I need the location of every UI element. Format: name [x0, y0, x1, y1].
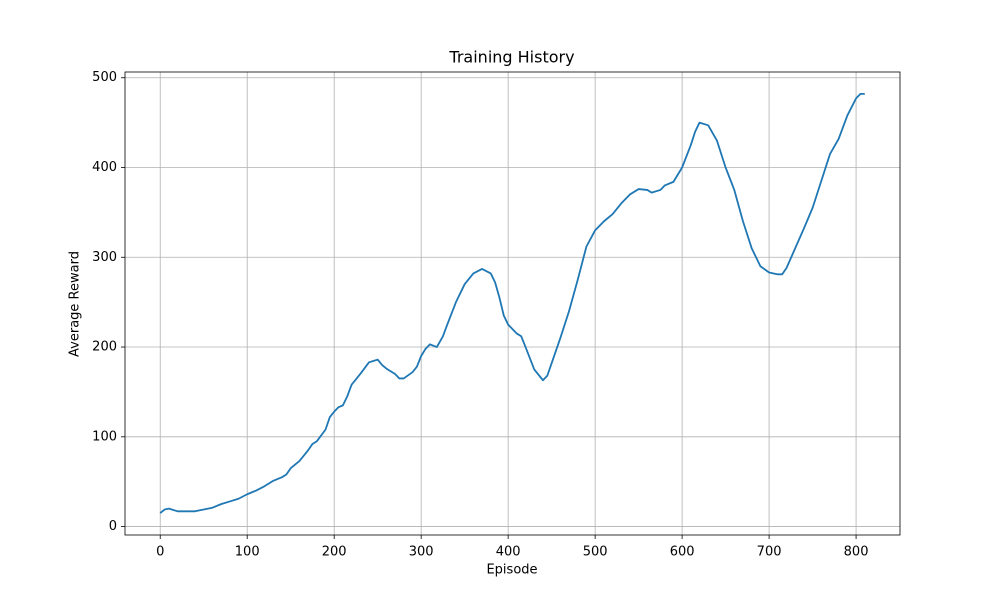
y-tick-label: 0: [109, 519, 117, 534]
x-tick-label: 600: [670, 545, 695, 560]
x-tick-label: 0: [156, 545, 164, 560]
x-tick-label: 100: [235, 545, 260, 560]
x-tick-label: 800: [844, 545, 869, 560]
line-series: [159, 93, 865, 514]
y-tick-label: 500: [92, 70, 117, 85]
x-tick-label: 400: [496, 545, 521, 560]
y-tick-label: 200: [92, 340, 117, 355]
y-tick-label: 100: [92, 429, 117, 444]
x-tick-label: 500: [583, 545, 608, 560]
y-tick-label: 400: [92, 160, 117, 175]
chart-title: Training History: [448, 48, 574, 67]
y-tick-label: 300: [92, 250, 117, 265]
x-axis-label: Episode: [486, 563, 537, 578]
y-axis-label: Average Reward: [68, 251, 83, 357]
x-tick-label: 200: [322, 545, 347, 560]
plot: 0 100 200 300 400 500 600 700 800 0 100 200 300 400 50…: [92, 70, 901, 560]
plot-frame: [124, 71, 901, 536]
x-tick-label: 700: [757, 545, 782, 560]
x-tick-label: 300: [409, 545, 434, 560]
